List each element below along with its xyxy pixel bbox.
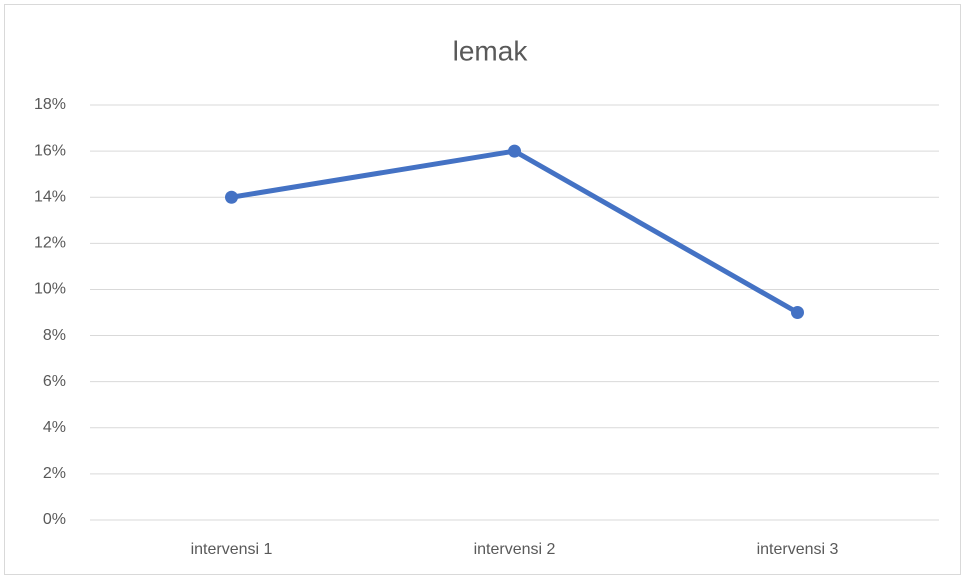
marker: [508, 144, 521, 158]
x-tick-label: intervensi 2: [474, 541, 556, 558]
chart-title: lemak: [453, 35, 529, 66]
y-tick-label: 18%: [34, 96, 66, 113]
y-tick-label: 0%: [43, 511, 66, 528]
x-tick-label: intervensi 1: [191, 541, 273, 558]
y-tick-label: 8%: [43, 327, 66, 344]
y-tick-label: 10%: [34, 281, 66, 298]
y-tick-label: 14%: [34, 188, 66, 205]
y-tick-label: 4%: [43, 419, 66, 436]
y-tick-label: 16%: [34, 142, 66, 159]
marker: [225, 190, 238, 204]
y-tick-label: 6%: [43, 373, 66, 390]
y-tick-label: 12%: [34, 235, 66, 252]
marker: [791, 306, 804, 319]
y-tick-label: 2%: [43, 465, 66, 482]
x-tick-label: intervensi 3: [757, 541, 839, 558]
